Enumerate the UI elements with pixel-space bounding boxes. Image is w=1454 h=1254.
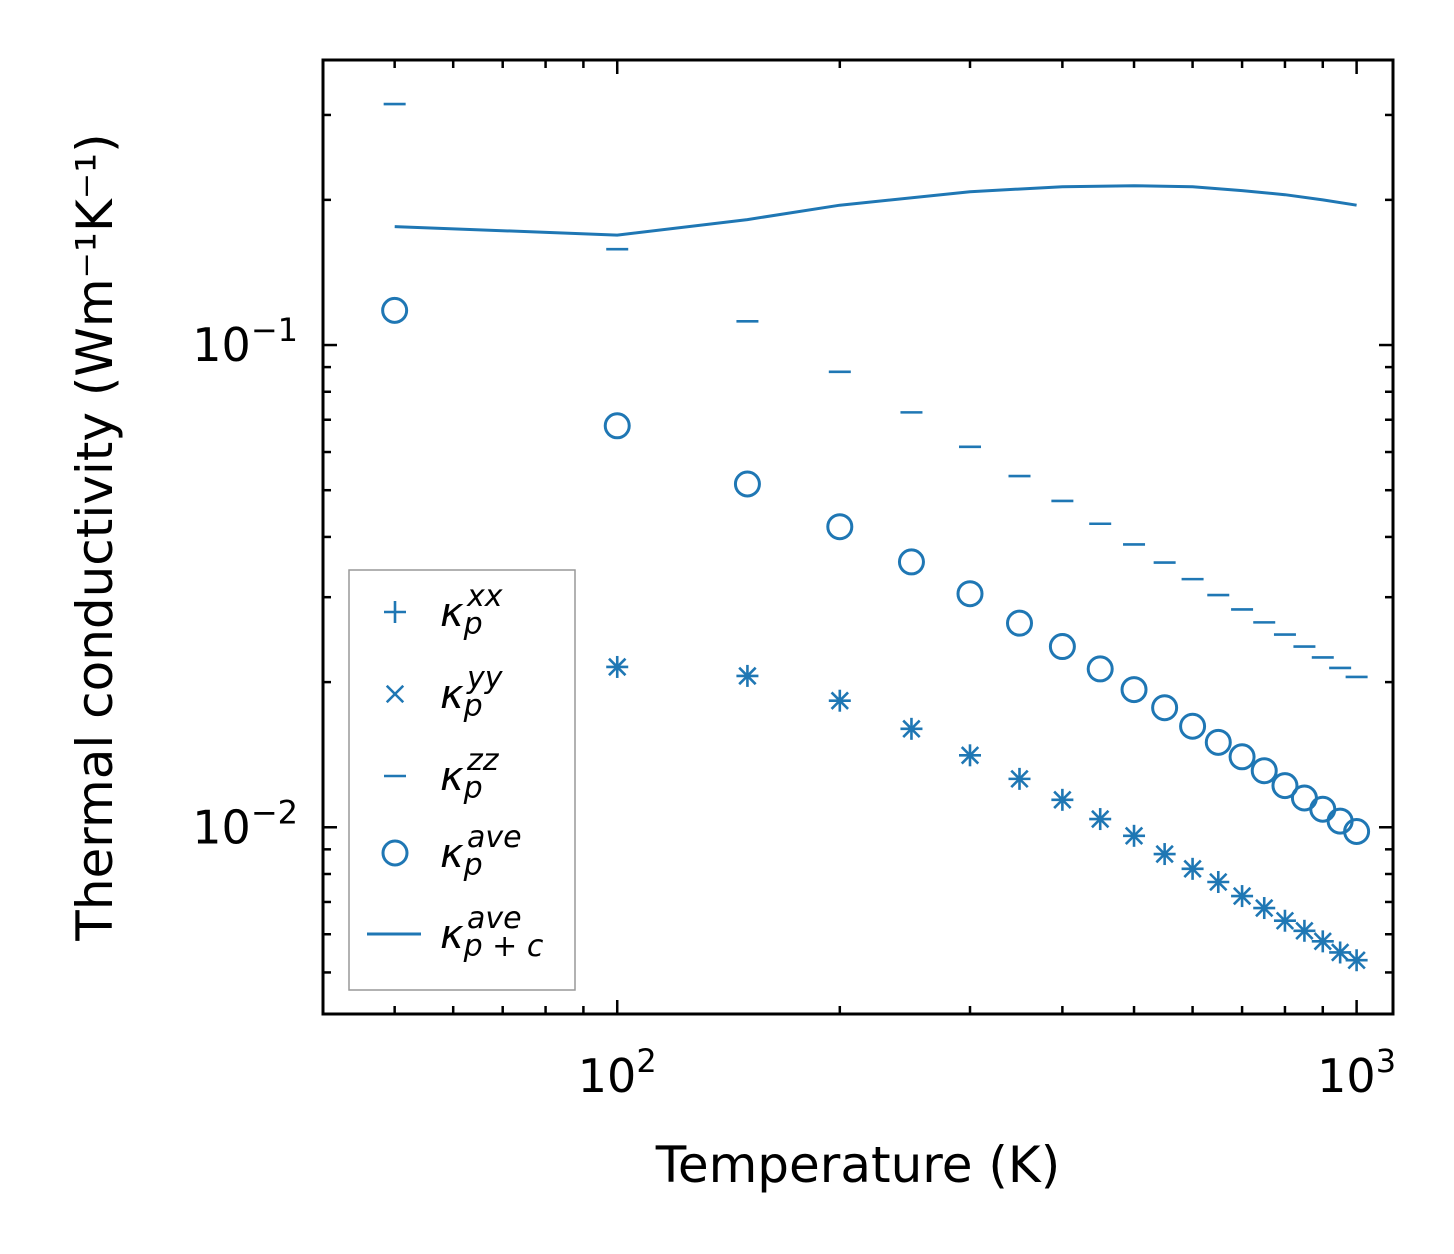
data-point-kappa_p_yy (1330, 943, 1350, 962)
data-point-kappa_p_ave (1151, 694, 1179, 722)
data-point-kappa_p_ave (956, 580, 984, 608)
data-point-kappa_p_yy (1053, 790, 1072, 809)
legend-label: κp (440, 590, 483, 642)
data-point-kappa_p_yy (1347, 951, 1366, 970)
data-point-kappa_p_ave (1086, 655, 1114, 683)
legend-subscript: p + c (463, 929, 544, 964)
legend-subscript: p (463, 771, 483, 806)
legend-superscript: ave (467, 820, 522, 855)
data-point-kappa_p_ave (826, 513, 854, 541)
data-point-kappa_p_yy (1091, 809, 1110, 829)
data-point-kappa_p_yy (1232, 886, 1252, 906)
x-tick-label: 102 (578, 1042, 657, 1103)
data-point-kappa_p_ave (603, 412, 631, 440)
data-point-kappa_p_yy (1275, 911, 1295, 930)
x-axis-label: Temperature (K) (655, 1136, 1060, 1194)
data-point-kappa_p_ave (733, 470, 761, 498)
legend-subscript: p (463, 689, 483, 724)
data-point-kappa_p_ave (1309, 795, 1337, 823)
legend-superscript: zz (466, 743, 500, 778)
data-point-kappa_p_yy (1183, 859, 1202, 879)
data-point-kappa_p_yy (1124, 826, 1144, 845)
legend-marker (381, 839, 409, 867)
legend-superscript: ave (467, 901, 522, 936)
data-point-kappa_p_yy (830, 691, 849, 710)
data-point-kappa_p_ave (897, 548, 925, 576)
data-point-kappa_p_ave (1271, 772, 1299, 800)
data-point-kappa_p_ave (381, 296, 409, 324)
legend-label: κp (440, 754, 483, 806)
data-point-kappa_p_yy (960, 746, 980, 765)
legend-subscript: p (463, 607, 483, 642)
legend-marker (384, 601, 406, 623)
data-point-kappa_p_yy (1255, 898, 1274, 918)
data-point-kappa_p_yy (738, 666, 757, 686)
legend-marker (385, 684, 405, 704)
legend-label: κp (440, 672, 483, 724)
y-tick-label: 10−1 (192, 311, 298, 372)
data-point-kappa_p_yy (1295, 921, 1314, 940)
data-point-kappa_p_ave (1250, 757, 1278, 785)
plot-area (381, 102, 1371, 972)
axis-ticks (321, 60, 1393, 1014)
data-point-kappa_p_ave (1228, 743, 1256, 771)
legend-superscript: yy (466, 661, 504, 696)
data-point-kappa_p_yy (1313, 932, 1332, 951)
data-point-kappa_p_yy (902, 719, 921, 739)
data-point-kappa_p_ave (1204, 728, 1232, 756)
data-point-kappa_p_yy (1209, 872, 1228, 892)
y-axis-label: Thermal conductivity (Wm⁻¹K⁻¹) (66, 133, 124, 941)
legend-label: κp (440, 831, 483, 883)
data-point-kappa_p_ave (1120, 676, 1148, 704)
axis-tick-labels: 102 103 10−1 10−2 (192, 311, 1396, 1103)
y-tick-label: 10−2 (192, 793, 298, 854)
legend-subscript: p (463, 848, 483, 883)
data-point-kappa_p_ave (1006, 609, 1034, 637)
data-point-kappa_p_ave (1048, 633, 1076, 661)
data-point-kappa_p_ave (1290, 784, 1318, 812)
data-point-kappa_p_yy (608, 657, 627, 677)
data-point-kappa_p_ave (1343, 818, 1371, 846)
legend-label: κp + c (440, 912, 544, 964)
data-point-kappa_p_yy (1010, 769, 1029, 789)
data-point-kappa_p_ave (1179, 712, 1207, 740)
legend-superscript: xx (466, 579, 503, 614)
x-tick-label: 103 (1317, 1042, 1396, 1103)
legend-box (348, 569, 576, 991)
data-point-kappa_p_yy (1155, 844, 1174, 864)
series-line-kappa_p+c_ave (394, 184, 1357, 237)
